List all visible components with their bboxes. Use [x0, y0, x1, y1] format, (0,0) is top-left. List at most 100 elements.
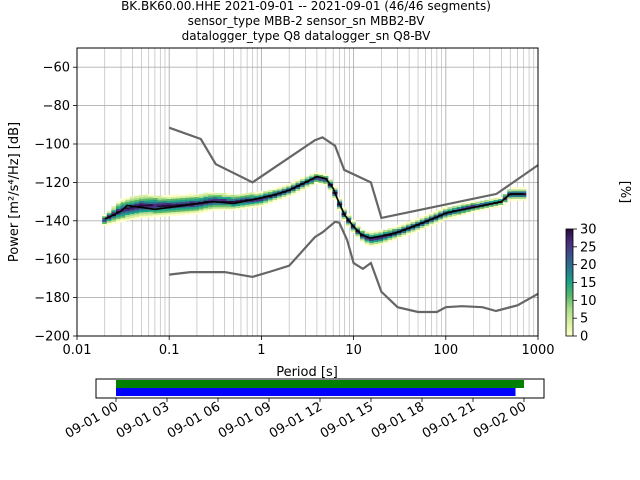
- histogram-cell: [498, 204, 504, 207]
- histogram-cell: [152, 205, 158, 208]
- histogram-cell: [143, 200, 149, 203]
- histogram-cell: [134, 203, 140, 206]
- colorbar-label: [%]: [617, 181, 632, 204]
- histogram-cell: [318, 178, 324, 181]
- histogram-cell: [493, 199, 499, 203]
- histogram-cell: [231, 194, 237, 198]
- histogram-cell: [157, 203, 163, 206]
- histogram-cell: [235, 203, 241, 207]
- histogram-cell: [419, 218, 426, 221]
- histogram-cell: [263, 193, 269, 196]
- histogram-cell: [240, 197, 246, 200]
- histogram-cell: [304, 178, 310, 181]
- histogram-cell: [277, 196, 283, 199]
- histogram-cell: [166, 200, 172, 203]
- histogram-cell: [452, 211, 458, 214]
- psd-plot-area: 0.01 0.1 1 10 100 1000 −200 −180 −160 −140 −120 −1…: [7, 47, 555, 380]
- timeline-tick-label: 09-01 15: [318, 399, 376, 441]
- histogram-cell: [212, 192, 218, 196]
- histogram-cell: [336, 208, 343, 212]
- histogram-cell: [456, 212, 462, 215]
- histogram-cell: [162, 199, 168, 202]
- histogram-cell: [267, 199, 274, 202]
- histogram-cell: [424, 218, 430, 221]
- histogram-cell: [231, 196, 237, 200]
- histogram-cell: [138, 200, 145, 203]
- histogram-cell: [106, 216, 112, 220]
- histogram-cell: [281, 196, 287, 199]
- histogram-cell: [203, 208, 209, 211]
- histogram-cell: [235, 200, 241, 203]
- histogram-cell: [350, 221, 356, 224]
- histogram-cell: [175, 207, 182, 210]
- histogram-cell: [369, 240, 375, 243]
- histogram-cell: [364, 243, 370, 246]
- histogram-cell: [157, 208, 163, 212]
- histogram-cell: [157, 199, 163, 202]
- histogram-cell: [134, 199, 140, 202]
- histogram-cell: [221, 194, 228, 198]
- histogram-cell: [157, 205, 163, 208]
- histogram-cell: [152, 195, 158, 199]
- histogram-cell: [134, 209, 140, 212]
- histogram-cell: [304, 186, 310, 189]
- histogram-cell: [221, 196, 228, 200]
- histogram-cell: [290, 183, 297, 186]
- histogram-cell: [221, 192, 228, 196]
- histogram-cell: [318, 174, 324, 177]
- histogram-cell: [157, 210, 163, 214]
- histogram-cell: [415, 221, 421, 225]
- histogram-cell: [387, 232, 393, 235]
- colorbar: 0 5 10 15 20 25 30 [%]: [565, 181, 632, 345]
- histogram-cell: [387, 239, 393, 242]
- y-tick-label: −160: [34, 253, 70, 268]
- histogram-cell: [336, 197, 343, 200]
- histogram-cell: [208, 203, 214, 206]
- histogram-cell: [152, 203, 158, 206]
- histogram-cell: [240, 205, 246, 208]
- histogram-cell: [382, 239, 389, 242]
- timeline-tick-label: 09-01 18: [369, 399, 427, 441]
- histogram-cell: [267, 201, 274, 204]
- histogram-cell: [484, 205, 490, 208]
- histogram-cell: [429, 220, 435, 223]
- histogram-cell: [355, 224, 361, 227]
- histogram-cell: [198, 195, 205, 198]
- histogram-cell: [198, 209, 205, 212]
- histogram-cell: [125, 197, 131, 200]
- histogram-cell: [290, 185, 297, 188]
- histogram-cell: [166, 198, 172, 201]
- histogram-cell: [263, 202, 269, 206]
- histogram-cell: [175, 203, 182, 207]
- histogram-cell: [313, 179, 320, 182]
- histogram-cell: [111, 217, 117, 220]
- histogram-cell: [313, 172, 320, 175]
- histogram-cell: [166, 196, 172, 200]
- histogram-cell: [129, 210, 135, 213]
- histogram-cell: [125, 214, 131, 217]
- x-tick-label: 10: [345, 343, 362, 358]
- histogram-cell: [332, 185, 338, 189]
- colorbar-tick-label: 30: [580, 223, 597, 238]
- histogram-cell: [175, 196, 182, 199]
- histogram-cell: [189, 212, 195, 215]
- mean-psd: [104, 175, 524, 239]
- histogram-cell: [240, 195, 246, 198]
- histogram-cell: [254, 203, 260, 206]
- histogram-cell: [327, 187, 333, 190]
- histogram-cell: [369, 232, 375, 236]
- histogram-cell: [516, 187, 522, 190]
- histogram-cell: [208, 193, 214, 196]
- histogram-cell: [511, 194, 518, 198]
- histogram-cell: [341, 216, 347, 220]
- histogram-cell: [194, 194, 200, 198]
- histogram-cell: [166, 212, 172, 215]
- histogram-cell: [134, 201, 140, 204]
- histogram-cell: [102, 216, 108, 219]
- histogram-cell: [231, 208, 237, 211]
- histogram-cell: [364, 233, 370, 236]
- histogram-cell: [406, 225, 412, 228]
- histogram-cell: [373, 230, 379, 233]
- histogram-cell: [277, 190, 283, 193]
- histogram-cell: [521, 194, 527, 198]
